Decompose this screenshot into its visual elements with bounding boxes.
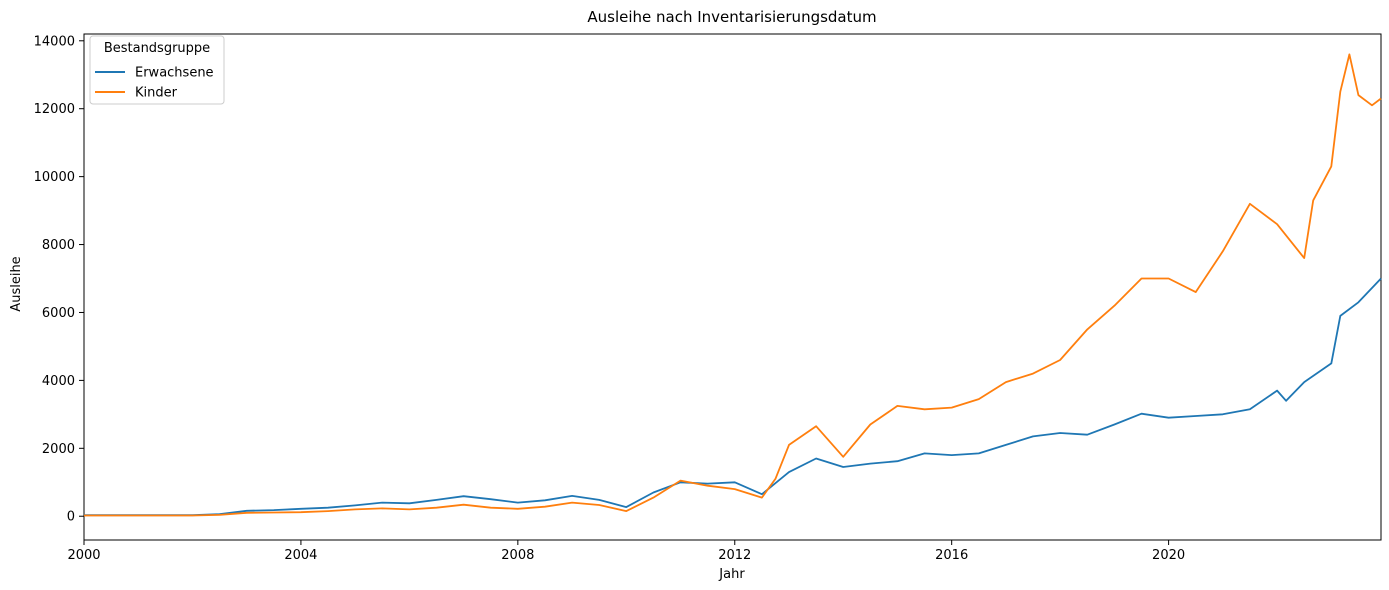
x-tick-label: 2008 xyxy=(501,548,534,563)
legend-box xyxy=(89,35,225,105)
y-tick-label: 10000 xyxy=(34,170,75,185)
y-tick-label: 12000 xyxy=(34,102,75,117)
y-tick-label: 2000 xyxy=(42,442,75,457)
x-tick-label: 2004 xyxy=(284,548,317,563)
x-tick-label: 2000 xyxy=(67,548,100,563)
legend-label: Kinder xyxy=(135,86,178,101)
legend-title: Bestandsgruppe xyxy=(104,41,210,56)
chart-title: Ausleihe nach Inventarisierungsdatum xyxy=(587,8,876,26)
y-axis-title: Ausleihe xyxy=(9,256,24,311)
series-line-erwachsene xyxy=(84,277,1382,517)
legend: Bestandsgruppe Erwachsene Kinder xyxy=(89,35,225,105)
series-line-kinder xyxy=(84,53,1382,517)
legend-label: Erwachsene xyxy=(135,66,214,81)
plot-area xyxy=(83,33,1382,541)
plot-frame xyxy=(83,33,1382,541)
series-layer xyxy=(84,53,1382,517)
x-tick-label: 2012 xyxy=(718,548,751,563)
x-tick-label: 2020 xyxy=(1152,548,1185,563)
y-tick-label: 4000 xyxy=(42,374,75,389)
y-axis: 0 2000 4000 6000 8000 10000 12000 14000 xyxy=(34,34,84,525)
y-tick-label: 8000 xyxy=(42,238,75,253)
x-axis: 2000 2004 2008 2012 2016 2020 xyxy=(67,540,1185,563)
x-axis-title: Jahr xyxy=(718,567,745,582)
y-tick-label: 14000 xyxy=(34,34,75,49)
x-tick-label: 2016 xyxy=(935,548,968,563)
y-tick-label: 6000 xyxy=(42,306,75,321)
y-tick-label: 0 xyxy=(67,510,75,525)
